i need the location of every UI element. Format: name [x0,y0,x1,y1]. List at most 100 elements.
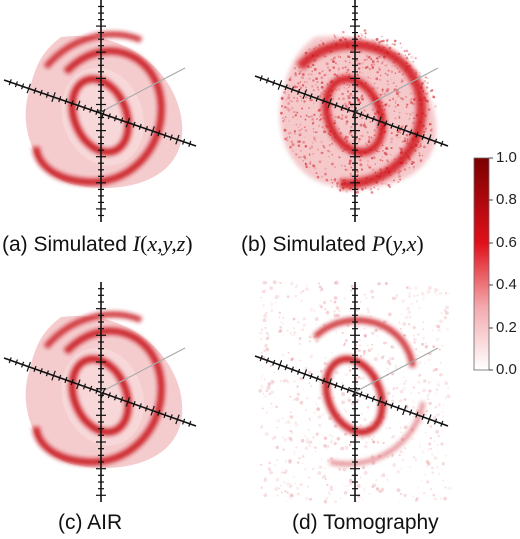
noise-dot [274,295,279,300]
speckle-dot [333,35,337,39]
noise-dot [304,446,309,450]
noise-dot [261,407,264,410]
axis-tick [95,387,99,394]
axis-tick [82,383,87,390]
speckle-dot [390,79,392,81]
speckle-dot [408,64,411,67]
noise-dot [270,309,274,313]
noise-dot [329,299,333,303]
speckle-dot [304,95,308,99]
speckle-dot [282,117,284,119]
speckle-dot [359,151,362,155]
noise-dot [385,370,387,373]
speckle-dot [348,162,352,165]
speckle-dot [347,65,349,67]
speckle-dot [381,128,383,130]
speckle-dot [303,155,306,158]
speckle-dot [388,99,391,102]
noise-dot [427,448,431,451]
noise-dot [270,379,275,384]
speckle-dot [406,142,408,145]
speckle-dot [418,154,421,157]
noise-dot [443,309,447,312]
axis-tick [440,420,444,427]
speckle-dot [321,117,324,119]
noise-dot [279,329,283,333]
speckle-dot [367,140,371,143]
speckle-dot [347,103,350,106]
noise-dot [372,483,377,488]
speckle-dot [368,67,372,71]
noise-dot [359,344,361,347]
speckle-dot [418,92,421,95]
speckle-dot [295,111,298,114]
speckle-dot [400,170,402,172]
noise-dot [394,297,397,300]
speckle-dot [379,93,382,96]
speckle-dot [362,124,366,127]
noise-dot [347,398,352,403]
axis-tick [259,75,263,82]
speckle-dot [394,99,397,103]
speckle-dot [421,112,425,115]
axis-tick [39,89,43,96]
noise-dot [286,295,290,299]
speckle-dot [377,100,380,103]
speckle-dot [371,66,375,69]
speckle-dot [365,42,369,45]
noise-dot [395,442,397,444]
speckle-dot [379,132,383,136]
speckle-dot [365,54,369,58]
noise-dot [308,335,312,339]
speckle-dot [405,95,408,98]
noise-dot [289,358,294,362]
noise-dot [440,497,443,501]
noise-dot [398,454,401,457]
speckle-dot [390,140,393,144]
noise-dot [426,395,429,398]
noise-dot [367,435,371,439]
caption-a-close-paren: ) [185,231,193,256]
axis-tick [371,115,375,122]
axis-tick [340,384,344,391]
speckle-dot [384,170,387,174]
speckle-dot [326,107,329,111]
noise-dot [294,482,296,485]
speckle-dot [358,62,361,65]
speckle-dot [359,97,362,99]
speckle-dot [400,53,403,56]
noise-dot [435,429,439,434]
speckle-dot [380,171,383,174]
speckle-dot [312,142,314,144]
noise-dot [429,437,432,440]
speckle-dot [393,179,395,182]
noise-dot [367,310,371,314]
axis-tick [33,365,37,372]
speckle-dot [413,98,416,101]
noise-dot [366,344,369,347]
axis-tick [157,130,161,137]
noise-dot [261,289,266,294]
speckle-dot [299,95,302,98]
noise-dot [363,333,368,338]
speckle-dot [351,184,354,186]
noise-dot [371,316,373,318]
noise-dot [282,379,286,383]
speckle-dot [350,166,353,169]
noise-dot [260,296,262,299]
speckle-dot [430,89,433,92]
noise-dot [419,443,421,446]
noise-dot [295,365,298,369]
speckle-dot [401,125,404,128]
axis-tick [390,122,394,129]
noise-dot [399,389,404,394]
noise-dot [318,285,322,289]
noise-dot [323,467,326,470]
axis-tick [144,125,148,132]
speckle-dot [392,81,395,85]
noise-dot [260,487,263,490]
noise-dot [435,388,439,391]
speckle-dot [399,148,403,151]
speckle-dot [378,151,380,153]
speckle-dot [280,96,284,100]
